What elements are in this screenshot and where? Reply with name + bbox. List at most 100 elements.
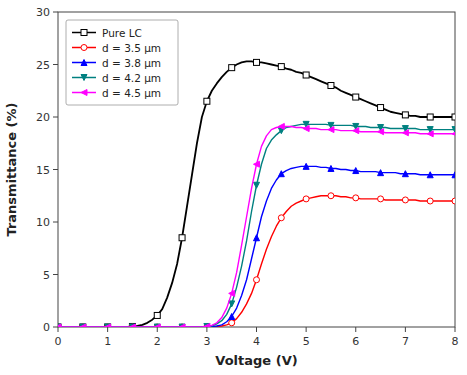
- x-tick: [306, 327, 307, 332]
- y-tick: [53, 12, 58, 13]
- x-tick-label: 4: [253, 335, 260, 348]
- series-marker: [80, 324, 86, 327]
- x-tick-label: 7: [402, 335, 409, 348]
- series-marker: [80, 324, 86, 327]
- y-tick: [53, 274, 58, 275]
- series-marker: [80, 324, 86, 327]
- x-tick-label: 6: [352, 335, 359, 348]
- series-marker: [254, 59, 260, 65]
- series-marker: [402, 130, 408, 136]
- x-tick-label: 5: [303, 335, 310, 348]
- series-marker: [328, 83, 334, 89]
- y-tick: [53, 327, 58, 328]
- series-marker: [303, 196, 309, 202]
- series-marker: [427, 198, 433, 204]
- series-marker: [154, 324, 160, 327]
- series-marker: [254, 277, 260, 283]
- legend-label: d = 4.5 μm: [102, 87, 161, 99]
- series-marker: [154, 324, 160, 327]
- series-marker: [204, 324, 210, 327]
- series-marker: [328, 127, 334, 133]
- series-marker: [402, 112, 408, 118]
- series-marker: [105, 324, 111, 327]
- legend-frame: [66, 20, 178, 105]
- legend-label: d = 3.8 μm: [102, 57, 161, 69]
- legend-label: Pure LC: [102, 27, 142, 39]
- series-line: [58, 124, 455, 327]
- series-marker: [105, 324, 111, 327]
- x-tick-label: 0: [55, 335, 62, 348]
- series-marker: [204, 98, 210, 104]
- series-marker: [179, 324, 185, 327]
- x-tick: [256, 327, 257, 332]
- series-marker: [58, 324, 61, 327]
- x-tick: [58, 327, 59, 332]
- series-marker: [254, 161, 260, 167]
- series-marker: [204, 323, 210, 327]
- series-marker: [328, 193, 334, 199]
- series-marker: [179, 235, 185, 241]
- series-marker: [204, 324, 210, 327]
- series-marker: [229, 65, 235, 71]
- series-marker: [80, 324, 86, 327]
- series-marker: [129, 324, 135, 327]
- series-marker: [378, 196, 384, 202]
- series-marker: [129, 324, 135, 327]
- series-marker: [229, 314, 235, 320]
- series-marker: [154, 312, 160, 318]
- y-tick: [53, 117, 58, 118]
- y-tick: [53, 64, 58, 65]
- series-marker: [452, 131, 455, 137]
- series-marker: [154, 324, 160, 327]
- y-axis-label: Transmittance (%): [4, 102, 19, 236]
- x-tick-label: 3: [203, 335, 210, 348]
- series-marker: [80, 324, 86, 327]
- series-marker: [427, 131, 433, 137]
- series-marker: [105, 324, 111, 327]
- legend: Pure LC d = 3.5 μm d = 3.8 μm d = 4.2 μm d =…: [66, 20, 178, 105]
- chart: 012345678051015202530Voltage (V)Transmit…: [0, 0, 467, 375]
- series-marker: [58, 324, 61, 327]
- series-marker: [402, 171, 408, 177]
- series-marker: [353, 94, 359, 100]
- x-tick: [157, 327, 158, 332]
- y-tick-label: 25: [36, 59, 50, 72]
- x-tick: [107, 327, 108, 332]
- legend-label: d = 3.5 μm: [102, 42, 161, 54]
- legend-marker: [81, 75, 87, 81]
- series-marker: [353, 128, 359, 134]
- series-marker: [427, 172, 433, 178]
- series-marker: [378, 170, 384, 176]
- series-marker: [452, 198, 455, 204]
- series-marker: [303, 163, 309, 169]
- x-tick: [206, 327, 207, 332]
- series-marker: [378, 129, 384, 135]
- series-marker: [278, 64, 284, 70]
- y-tick-label: 10: [36, 216, 50, 229]
- series-marker: [254, 235, 260, 241]
- series-marker: [229, 320, 235, 326]
- series-marker: [229, 290, 235, 296]
- y-tick: [53, 222, 58, 223]
- series-line: [58, 126, 455, 327]
- series-marker: [105, 324, 111, 327]
- legend-marker: [81, 90, 87, 96]
- legend-label: d = 4.2 μm: [102, 72, 161, 84]
- series-marker: [278, 215, 284, 221]
- series-marker: [452, 114, 455, 120]
- x-tick: [405, 327, 406, 332]
- series-marker: [204, 323, 210, 327]
- series-marker: [105, 324, 111, 327]
- plot-frame: [58, 12, 455, 327]
- x-tick-label: 1: [104, 335, 111, 348]
- series-marker: [328, 165, 334, 171]
- legend-marker: [81, 30, 87, 36]
- series-marker: [179, 324, 185, 327]
- series-marker: [129, 323, 135, 327]
- series-marker: [58, 324, 61, 327]
- series-marker: [58, 324, 61, 327]
- series-marker: [353, 168, 359, 174]
- series-marker: [154, 324, 160, 327]
- series-marker: [378, 105, 384, 111]
- series-marker: [402, 197, 408, 203]
